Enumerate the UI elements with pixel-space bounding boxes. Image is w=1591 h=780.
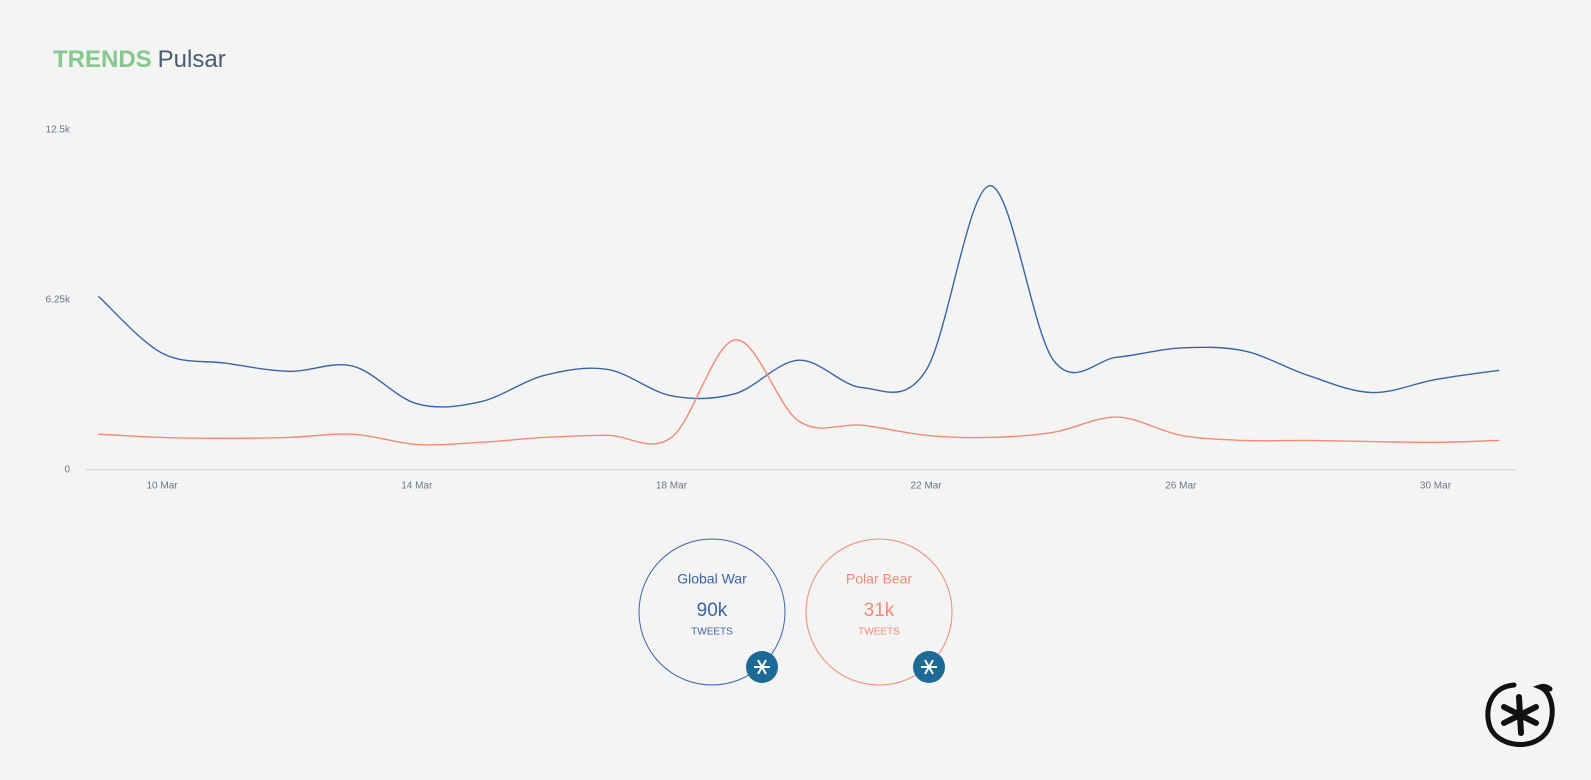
brand: TRENDS bbox=[53, 46, 152, 73]
logo bbox=[1485, 682, 1555, 747]
x-tick-label: 22 Mar bbox=[911, 481, 943, 492]
legend-card: Polar Bear 31k TWEETS bbox=[805, 538, 953, 686]
x-tick-label: 18 Mar bbox=[656, 481, 688, 492]
x-tick-label: 10 Mar bbox=[147, 481, 179, 492]
legend-card: Global War 90k TWEETS bbox=[638, 538, 786, 686]
header-title: TRENDS Pulsar bbox=[53, 46, 226, 73]
card-total: 90k bbox=[697, 600, 728, 621]
legend-name: Polar Bear bbox=[846, 571, 912, 587]
series-line bbox=[98, 339, 1500, 446]
y-tick-label: 6.25k bbox=[46, 294, 71, 305]
card-ring bbox=[805, 538, 953, 686]
card-unit: TWEETS bbox=[858, 627, 900, 638]
x-tick-label: 26 Mar bbox=[1165, 481, 1197, 492]
legend: Global War 90k TWEETS Polar Bear 31k TWEETS bbox=[638, 538, 953, 686]
snowflake-icon bbox=[924, 659, 934, 675]
y-tick-label: 0 bbox=[64, 464, 70, 475]
card-ring bbox=[638, 538, 786, 686]
legend-name: Global War bbox=[677, 571, 747, 587]
card-total: 31k bbox=[864, 600, 895, 621]
y-tick-label: 12.5k bbox=[46, 125, 71, 136]
plot: 0 6.25k 12.5k 10 Mar 14 Mar 18 Mar 22 Mar 26 Ma… bbox=[46, 125, 1515, 492]
series-line bbox=[97, 184, 1500, 408]
product: Pulsar bbox=[158, 46, 226, 73]
card-unit: TWEETS bbox=[691, 627, 733, 638]
x-tick-label: 30 Mar bbox=[1420, 481, 1452, 492]
snowflake-icon bbox=[757, 659, 767, 675]
x-tick-label: 14 Mar bbox=[401, 481, 433, 492]
